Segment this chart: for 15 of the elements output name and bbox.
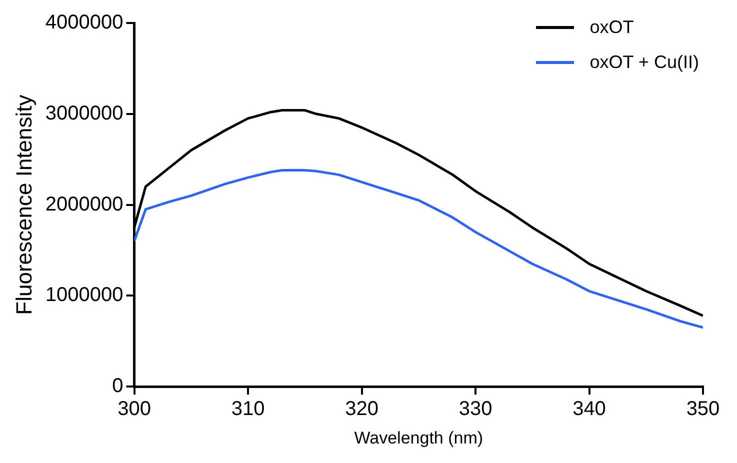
y-tick-label: 0 bbox=[112, 375, 124, 398]
y-tick-label: 3000000 bbox=[45, 102, 124, 124]
x-axis-title: Wavelength (nm) bbox=[354, 428, 484, 448]
legend-label: oxOT bbox=[590, 17, 634, 38]
x-tick-label: 330 bbox=[458, 398, 492, 420]
y-tick-label: 2000000 bbox=[45, 193, 124, 216]
x-tick-label: 340 bbox=[572, 398, 606, 420]
x-tick-label: 350 bbox=[686, 398, 720, 420]
x-tick-label: 300 bbox=[118, 398, 151, 420]
y-tick-label: 1000000 bbox=[45, 284, 124, 306]
y-tick-label: 4000000 bbox=[45, 12, 124, 34]
x-tick-label: 310 bbox=[231, 398, 265, 420]
x-tick-label: 320 bbox=[345, 398, 378, 420]
y-axis-title: Fluorescence Intensity bbox=[11, 94, 36, 315]
legend-label: oxOT + Cu(II) bbox=[590, 52, 699, 73]
